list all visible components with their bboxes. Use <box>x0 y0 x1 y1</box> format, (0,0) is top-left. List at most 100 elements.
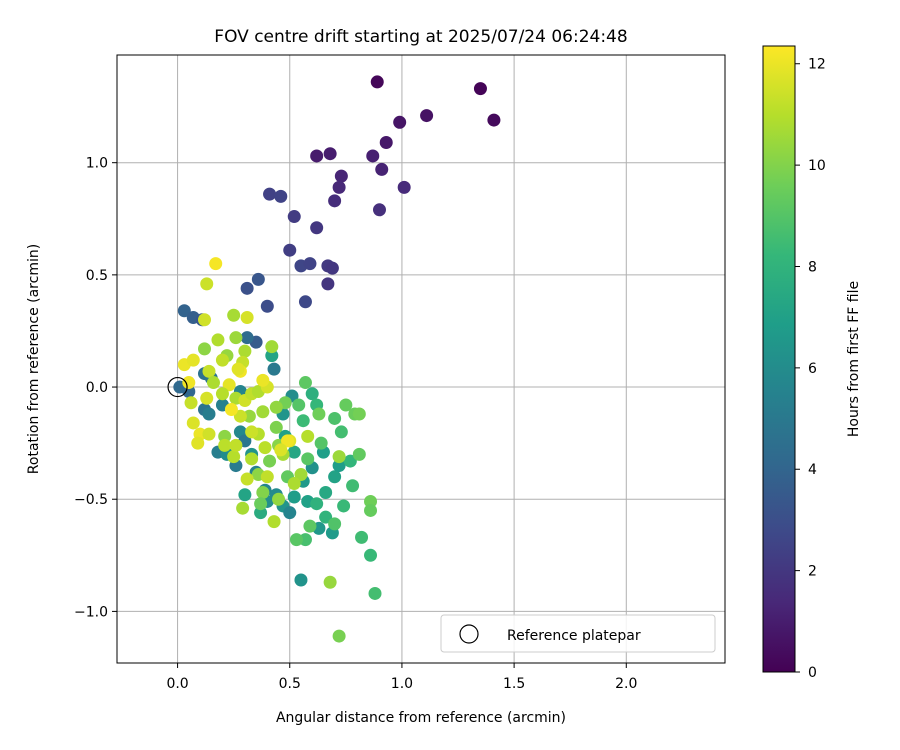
data-point <box>200 391 214 405</box>
data-point <box>215 387 229 401</box>
x-tick-label: 1.0 <box>391 676 413 692</box>
y-tick-label: −1.0 <box>74 604 108 620</box>
data-point <box>319 510 333 524</box>
data-point <box>319 485 333 499</box>
data-point <box>310 149 324 163</box>
data-point <box>328 411 342 425</box>
data-point <box>202 364 216 378</box>
grid-lines <box>117 55 725 663</box>
colorbar-frame <box>762 45 796 673</box>
data-point <box>263 187 277 201</box>
data-point <box>269 400 283 414</box>
x-tick-label: 2.0 <box>615 676 637 692</box>
data-point <box>346 479 360 493</box>
data-point <box>202 427 216 441</box>
data-point <box>332 180 346 194</box>
data-point <box>334 425 348 439</box>
data-point <box>222 378 236 392</box>
data-point <box>328 517 342 531</box>
data-point <box>256 405 270 419</box>
data-point <box>397 180 411 194</box>
colorbar-label: Hours from first FF file <box>846 281 862 437</box>
data-point <box>298 533 312 547</box>
data-point <box>267 515 281 529</box>
data-point <box>305 387 319 401</box>
data-point <box>328 194 342 208</box>
data-point <box>245 452 259 466</box>
data-point <box>227 450 241 464</box>
colorbar-tick-label: 12 <box>808 57 826 73</box>
x-axis-ticks: 0.0 0.5 1.0 1.5 2.0 <box>166 663 637 692</box>
data-point <box>191 436 205 450</box>
data-point <box>186 353 200 367</box>
data-point <box>332 629 346 643</box>
data-point <box>298 295 312 309</box>
legend: Reference platepar <box>440 614 716 653</box>
x-tick-label: 1.5 <box>503 676 525 692</box>
reference-marker <box>167 376 188 398</box>
data-point <box>321 277 335 291</box>
data-point <box>289 533 303 547</box>
data-point <box>186 416 200 430</box>
data-point <box>211 333 225 347</box>
data-point <box>298 376 312 390</box>
data-point <box>314 436 328 450</box>
data-point <box>283 506 297 520</box>
data-point <box>236 501 250 515</box>
colorbar-ticks: 0 2 4 6 8 10 12 <box>795 57 826 681</box>
data-point <box>256 485 270 499</box>
x-tick-label: 0.5 <box>279 676 301 692</box>
data-point <box>233 409 247 423</box>
data-point <box>218 429 232 443</box>
data-point <box>294 468 308 482</box>
data-point <box>343 454 357 468</box>
data-point <box>267 362 281 376</box>
data-point <box>393 115 407 129</box>
data-point <box>269 420 283 434</box>
data-point <box>332 450 346 464</box>
data-point <box>310 221 324 235</box>
data-point <box>364 494 378 508</box>
y-axis-label: Rotation from reference (arcmin) <box>26 244 42 474</box>
data-point <box>379 135 393 149</box>
data-point <box>292 398 306 412</box>
data-point <box>328 470 342 484</box>
data-point <box>368 586 382 600</box>
colorbar-gradient <box>763 46 795 672</box>
data-point <box>312 407 326 421</box>
data-point <box>265 349 279 363</box>
data-point <box>339 398 353 412</box>
data-point <box>258 441 272 455</box>
data-point <box>287 210 301 224</box>
legend-open-circle-marker <box>459 624 479 644</box>
data-point <box>370 75 384 89</box>
data-point <box>364 548 378 562</box>
data-point <box>231 362 245 376</box>
data-point <box>263 454 277 468</box>
x-tick-label: 0.0 <box>166 676 188 692</box>
data-point <box>296 414 310 428</box>
data-point <box>254 506 268 520</box>
data-point <box>332 459 346 473</box>
data-point <box>303 519 317 533</box>
data-point <box>337 499 351 513</box>
data-point <box>240 310 254 324</box>
data-point <box>206 376 220 390</box>
data-point <box>242 409 256 423</box>
data-point <box>325 261 339 275</box>
data-point <box>260 470 274 484</box>
data-point <box>366 149 380 163</box>
data-point <box>281 434 295 448</box>
data-point <box>227 308 241 322</box>
data-point <box>238 488 252 502</box>
x-axis-label: Angular distance from reference (arcmin) <box>276 710 566 726</box>
data-point <box>177 304 191 318</box>
colorbar-tick-label: 0 <box>808 665 817 681</box>
data-point <box>473 82 487 96</box>
data-point <box>294 573 308 587</box>
data-point <box>287 490 301 504</box>
data-point <box>215 353 229 367</box>
data-point <box>355 530 369 544</box>
data-point <box>197 342 211 356</box>
colorbar-tick-label: 4 <box>808 462 817 478</box>
